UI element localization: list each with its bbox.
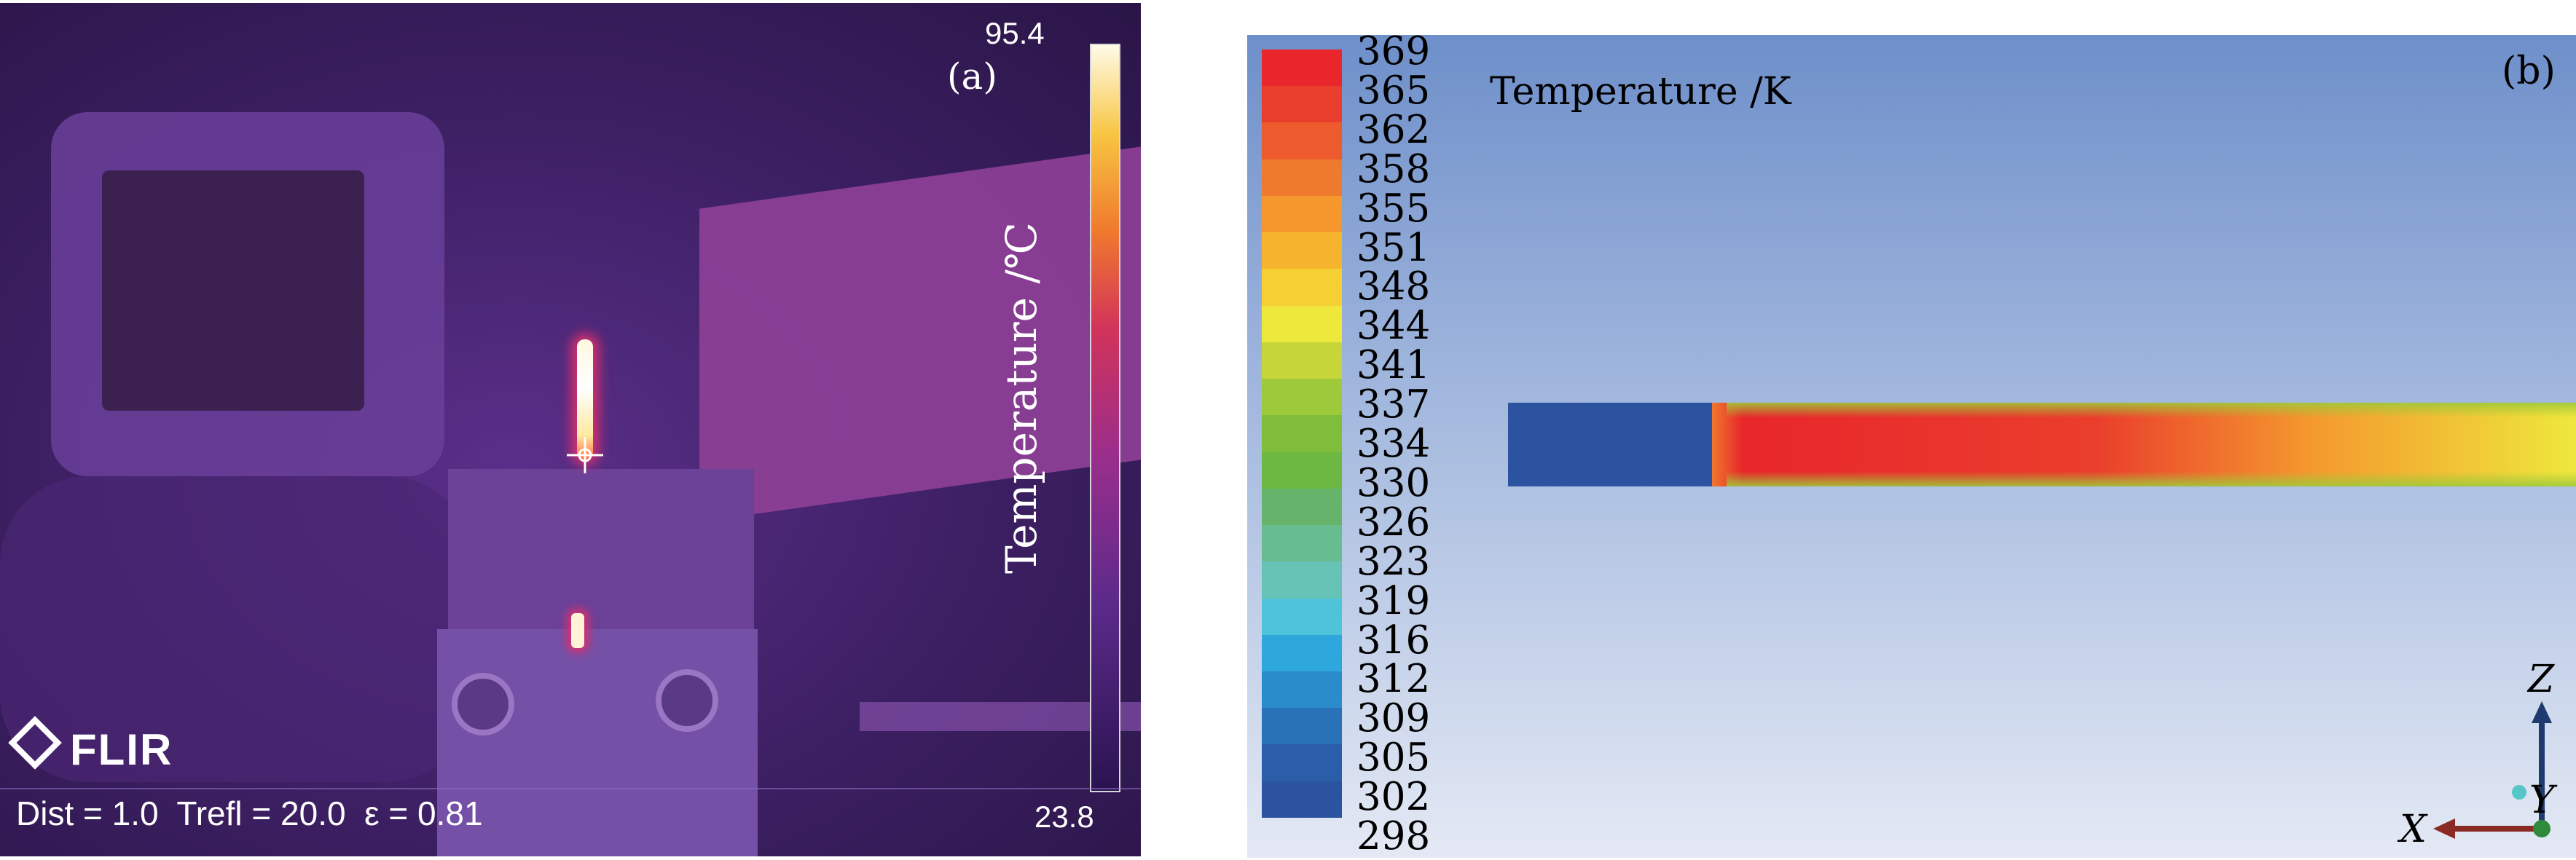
colorbar-tick-label: 298 bbox=[1356, 814, 1431, 858]
axis-z-label: Z bbox=[2526, 658, 2555, 701]
thermal-color-scale bbox=[1090, 44, 1120, 792]
camera-params: Dist = 1.0 Trefl = 20.0 ε = 0.81 bbox=[16, 794, 483, 832]
colorbar-swatch bbox=[1262, 379, 1342, 416]
flir-logo-text: FLIR bbox=[70, 725, 173, 774]
colorbar-tick-label: 316 bbox=[1356, 618, 1431, 663]
colorbar-tick-label: 344 bbox=[1356, 304, 1431, 349]
colorbar-ticks: 369 365 362 358 355 351 348 344 341 337 334 330 326 3… bbox=[1356, 35, 1444, 858]
simulation-panel: 369 365 362 358 355 351 348 344 341 337 334 330 326 3… bbox=[1247, 35, 2576, 858]
thermal-monitor-screen bbox=[102, 170, 364, 411]
colorbar-swatch bbox=[1262, 86, 1342, 123]
colorbar-swatch bbox=[1262, 195, 1342, 233]
colorbar-tick-label: 369 bbox=[1356, 35, 1431, 74]
scale-min-value: 23.8 bbox=[1034, 800, 1094, 834]
colorbar-tick-label: 334 bbox=[1356, 422, 1431, 466]
colorbar-swatch bbox=[1262, 561, 1342, 599]
crosshair-icon bbox=[567, 437, 603, 473]
thermal-block bbox=[448, 469, 754, 629]
colorbar-swatch bbox=[1262, 269, 1342, 306]
colorbar-swatch bbox=[1262, 122, 1342, 159]
colorbar-tick-label: 323 bbox=[1356, 539, 1431, 584]
temperature-colorbar bbox=[1262, 50, 1342, 818]
thermal-lower-region bbox=[0, 476, 474, 782]
colorbar-swatch bbox=[1262, 305, 1342, 342]
colorbar-swatch bbox=[1262, 744, 1342, 781]
colorbar-swatch bbox=[1262, 781, 1342, 818]
thermal-stand bbox=[437, 629, 758, 856]
axis-y-label: Y bbox=[2529, 778, 2558, 822]
axis-triad-icon: Z Y X bbox=[2397, 658, 2558, 851]
colorbar-swatch bbox=[1262, 598, 1342, 635]
colorbar-swatch bbox=[1262, 525, 1342, 562]
panel-b-label: (b) bbox=[2502, 50, 2556, 93]
colorbar-title: Temperature /K bbox=[1490, 70, 1791, 114]
colorbar-tick-label: 337 bbox=[1356, 382, 1431, 427]
hot-spot-jet bbox=[577, 339, 593, 459]
thermal-hole-left bbox=[452, 673, 514, 735]
colorbar-swatch bbox=[1262, 159, 1342, 196]
colorbar-tick-label: 326 bbox=[1356, 500, 1431, 545]
colorbar-tick-label: 330 bbox=[1356, 460, 1431, 505]
colorbar-swatch bbox=[1262, 451, 1342, 489]
hot-spot-nozzle bbox=[571, 613, 584, 648]
colorbar-tick-label: 362 bbox=[1356, 107, 1431, 152]
colorbar-tick-label: 341 bbox=[1356, 343, 1431, 388]
colorbar-swatch bbox=[1262, 671, 1342, 709]
scale-max-value: 95.4 bbox=[985, 16, 1045, 50]
colorbar-tick-label: 312 bbox=[1356, 657, 1431, 702]
colorbar-swatch bbox=[1262, 488, 1342, 526]
colorbar-tick-label: 309 bbox=[1356, 696, 1431, 741]
thermal-wall-region bbox=[699, 146, 1141, 522]
colorbar-swatch bbox=[1262, 232, 1342, 269]
thermal-scale-title: Temperature /℃ bbox=[997, 222, 1046, 574]
colorbar-tick-label: 302 bbox=[1356, 775, 1431, 820]
colorbar-tick-label: 355 bbox=[1356, 186, 1431, 231]
colorbar-swatch bbox=[1262, 415, 1342, 452]
colorbar-swatch bbox=[1262, 342, 1342, 379]
colorbar-swatch bbox=[1262, 634, 1342, 671]
flir-logo: FLIR bbox=[8, 716, 173, 775]
colorbar-swatch bbox=[1262, 708, 1342, 745]
colorbar-tick-label: 358 bbox=[1356, 146, 1431, 192]
colorbar-swatch bbox=[1262, 50, 1342, 87]
colorbar-tick-label: 351 bbox=[1356, 225, 1431, 270]
colorbar-tick-label: 305 bbox=[1356, 735, 1431, 781]
thermal-image-panel: (a) 95.4 Temperature /℃ 23.8 FLIR Dist =… bbox=[0, 3, 1141, 856]
temperature-jet-contour bbox=[1508, 403, 2576, 486]
colorbar-tick-label: 319 bbox=[1356, 578, 1431, 623]
axis-x-label: X bbox=[2397, 808, 2428, 851]
panel-a-label: (a) bbox=[947, 55, 997, 98]
thermal-hole-right bbox=[656, 669, 718, 732]
flir-logo-icon bbox=[8, 716, 62, 770]
colorbar-tick-label: 365 bbox=[1356, 68, 1431, 113]
params-divider bbox=[0, 788, 1141, 789]
colorbar-tick-label: 348 bbox=[1356, 264, 1431, 309]
